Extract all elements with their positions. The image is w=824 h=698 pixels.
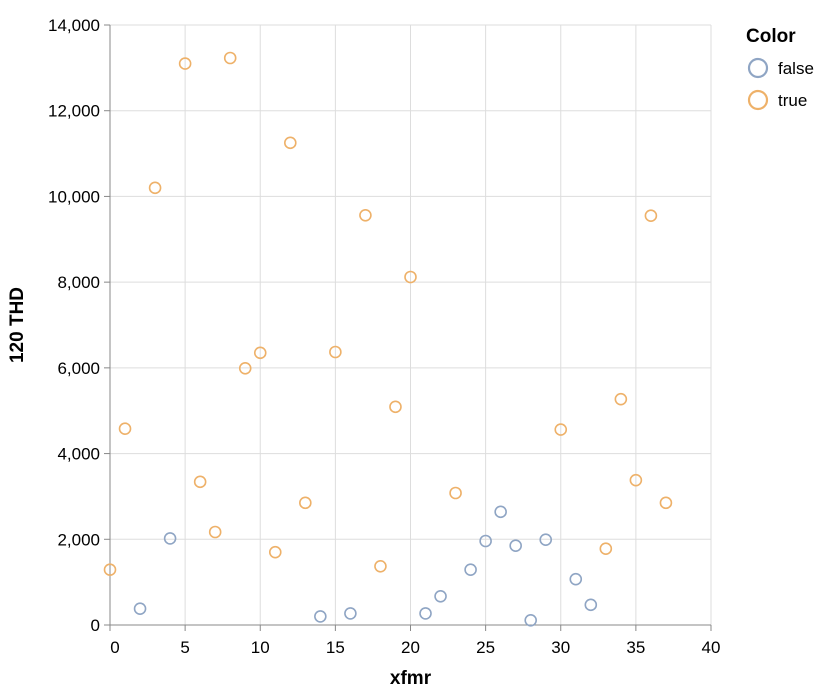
point-false-6 xyxy=(464,563,477,577)
y-tick-label: 10,000 xyxy=(48,187,100,206)
point-true-4 xyxy=(193,475,207,489)
x-tick-label: 0 xyxy=(110,638,119,657)
point-false-12 xyxy=(569,572,583,586)
point-true-23 xyxy=(659,496,673,510)
point-true-5 xyxy=(208,525,222,539)
x-tick-label: 25 xyxy=(476,638,495,657)
point-false-8 xyxy=(494,505,507,519)
legend-label-false: false xyxy=(778,59,814,78)
point-false-1 xyxy=(163,532,177,545)
x-axis-ticks: 0 5 10 15 20 25 30 35 40 xyxy=(109,625,721,657)
point-true-21 xyxy=(629,473,643,487)
point-true-22 xyxy=(644,209,658,223)
x-tick-label: 5 xyxy=(180,638,189,657)
point-true-17 xyxy=(449,486,462,500)
y-tick-label: 8,000 xyxy=(57,273,100,292)
point-true-8 xyxy=(253,346,267,360)
legend-items: false true xyxy=(747,57,814,111)
axes: 0 5 10 15 20 25 30 35 40 0 2,000 4,000 6,000 8,000 10… xyxy=(7,16,720,689)
x-tick-label: 35 xyxy=(626,638,645,657)
point-false-10 xyxy=(524,613,538,627)
point-false-4 xyxy=(419,607,432,620)
y-tick-label: 2,000 xyxy=(57,530,100,549)
x-tick-label: 10 xyxy=(251,638,270,657)
x-tick-label: 40 xyxy=(702,638,721,657)
point-true-14 xyxy=(374,559,387,573)
point-true-18 xyxy=(554,423,568,436)
y-tick-label: 14,000 xyxy=(48,16,100,35)
point-false-9 xyxy=(509,539,522,553)
point-false-7 xyxy=(479,534,492,548)
point-true-6 xyxy=(223,51,237,65)
point-true-0 xyxy=(103,563,117,577)
x-tick-label: 15 xyxy=(326,638,345,657)
y-axis-title: 120 THD xyxy=(7,287,28,363)
point-false-11 xyxy=(539,533,553,547)
legend-symbol-true xyxy=(747,89,769,111)
point-true-2 xyxy=(148,181,162,195)
data-points xyxy=(103,51,673,627)
point-true-15 xyxy=(389,400,402,414)
x-tick-label: 30 xyxy=(551,638,570,657)
point-false-3 xyxy=(344,607,357,620)
point-true-12 xyxy=(329,345,342,359)
point-true-7 xyxy=(238,361,252,375)
y-tick-label: 12,000 xyxy=(48,102,100,121)
legend-title: Color xyxy=(746,26,796,47)
y-axis-ticks: 0 2,000 4,000 6,000 8,000 10,000 12,000 14,000 xyxy=(48,16,110,635)
point-true-11 xyxy=(299,496,312,510)
point-false-13 xyxy=(584,598,598,612)
point-true-16 xyxy=(404,270,417,284)
x-axis-title: xfmr xyxy=(390,668,432,689)
point-false-2 xyxy=(314,610,327,623)
point-true-10 xyxy=(283,136,297,150)
grid xyxy=(109,24,712,626)
point-true-19 xyxy=(599,542,613,556)
point-false-5 xyxy=(434,589,447,603)
legend-label-true: true xyxy=(778,91,807,110)
y-tick-label: 4,000 xyxy=(57,445,100,464)
y-tick-label: 6,000 xyxy=(57,359,100,378)
point-true-1 xyxy=(118,422,132,436)
point-true-3 xyxy=(178,57,192,70)
legend: Color false true xyxy=(746,26,814,111)
point-true-13 xyxy=(359,208,372,222)
legend-symbol-false xyxy=(747,57,769,79)
x-tick-label: 20 xyxy=(401,638,420,657)
point-true-20 xyxy=(614,392,628,406)
point-true-9 xyxy=(268,545,282,559)
y-tick-label: 0 xyxy=(91,616,100,635)
point-false-0 xyxy=(133,602,147,616)
